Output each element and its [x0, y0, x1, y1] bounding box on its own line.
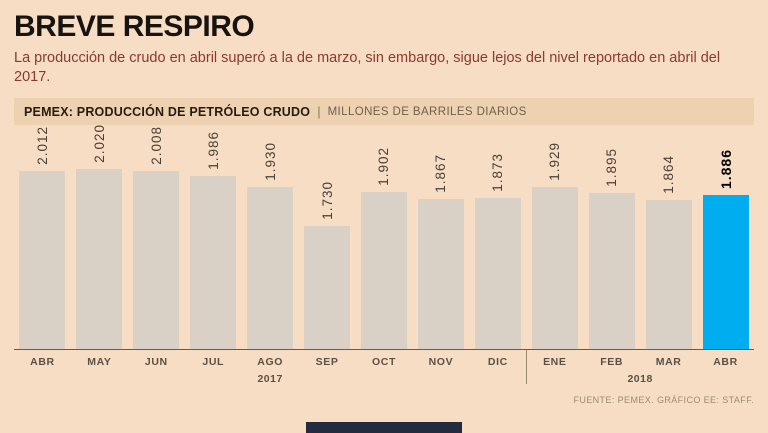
- month-label: MAY: [87, 355, 112, 368]
- bar-value-label: 1.730: [319, 181, 335, 221]
- month-label: JUL: [202, 355, 225, 368]
- month-label: ENE: [543, 355, 567, 368]
- bar: [360, 192, 407, 350]
- year-label: 2018: [627, 373, 653, 386]
- bar-value-label: 1.902: [376, 147, 392, 187]
- bar-value-label: 2.008: [148, 126, 164, 166]
- bar: [247, 187, 294, 350]
- bar-column: 1.730: [299, 181, 356, 350]
- page-bottom-bar: [306, 422, 462, 433]
- page-title: BREVE RESPIRO: [14, 10, 255, 43]
- bar-highlighted: [702, 195, 749, 350]
- bar-value-label: 1.986: [205, 131, 221, 171]
- year-group-divider: [526, 350, 528, 385]
- chart-header-separator: |: [317, 104, 321, 120]
- bar: [19, 171, 66, 350]
- month-label: ABR: [30, 355, 55, 368]
- month-label: SEP: [315, 355, 339, 368]
- bar: [645, 200, 692, 350]
- bar: [190, 176, 237, 350]
- month-labels-row: ABR MAY JUN JUL AGO SEP OCT NOV DIC ENE FEB MAR ABR: [14, 350, 754, 373]
- bar-column: 1.864: [640, 155, 697, 350]
- year-labels-row: 2017 2018: [14, 373, 754, 389]
- bar-value-label: 1.929: [547, 142, 563, 182]
- bar: [588, 193, 635, 350]
- bar-value-label: 2.012: [34, 126, 50, 166]
- bar: [304, 226, 351, 350]
- bar-value-label: 1.873: [490, 153, 506, 193]
- bar-column: 2.012: [14, 126, 71, 350]
- bar: [531, 187, 578, 350]
- bar-value-label: 1.886: [717, 149, 734, 190]
- bar-column: 1.895: [583, 148, 640, 350]
- month-label: DIC: [487, 355, 508, 368]
- bar-column: 2.008: [128, 126, 185, 350]
- bar: [76, 169, 123, 350]
- page-subtitle: La producción de crudo en abril superó a…: [14, 50, 721, 85]
- bar-column: 1.873: [469, 153, 526, 350]
- month-label: JUN: [144, 355, 168, 368]
- page: BREVE RESPIRO La producción de crudo en …: [14, 10, 754, 406]
- bar-column: 1.886: [697, 149, 754, 350]
- bar-column: 1.902: [356, 147, 413, 350]
- chart-units-label: MILLONES DE BARRILES DIARIOS: [327, 105, 527, 118]
- month-label: MAR: [655, 355, 682, 368]
- month-label: AGO: [257, 355, 283, 368]
- bar-chart: 2.012 2.020 2.008 1.986 1.930 1.730 1.902 1.867…: [14, 124, 754, 389]
- bar-value-label: 1.867: [433, 154, 449, 194]
- chart-header-band: PEMEX: PRODUCCIÓN DE PETRÓLEO CRUDO | MI…: [14, 98, 754, 126]
- bar-column: 1.930: [242, 142, 299, 350]
- year-label: 2017: [257, 373, 283, 386]
- bar-value-label: 1.895: [604, 148, 620, 188]
- source-credit: FUENTE: PEMEX. GRÁFICO EE: STAFF.: [573, 395, 754, 406]
- bar: [417, 199, 464, 350]
- month-label: FEB: [600, 355, 624, 368]
- bar-column: 1.867: [412, 154, 469, 350]
- bar-column: 1.929: [526, 142, 583, 350]
- bar-column: 1.986: [185, 131, 242, 350]
- bar-value-label: 2.020: [91, 124, 107, 164]
- bar-value-label: 1.864: [661, 155, 677, 195]
- bar-column: 2.020: [71, 124, 128, 350]
- month-label: NOV: [428, 355, 454, 368]
- month-label: ABR: [713, 355, 738, 368]
- month-label: OCT: [372, 355, 396, 368]
- axis-labels-area: ABR MAY JUN JUL AGO SEP OCT NOV DIC ENE FEB MAR ABR …: [14, 350, 754, 389]
- bar-value-label: 1.930: [262, 142, 278, 182]
- chart-title: PEMEX: PRODUCCIÓN DE PETRÓLEO CRUDO: [24, 104, 311, 119]
- bar: [474, 198, 521, 350]
- bar: [133, 171, 180, 350]
- bar-columns: 2.012 2.020 2.008 1.986 1.930 1.730 1.902 1.867…: [14, 124, 754, 351]
